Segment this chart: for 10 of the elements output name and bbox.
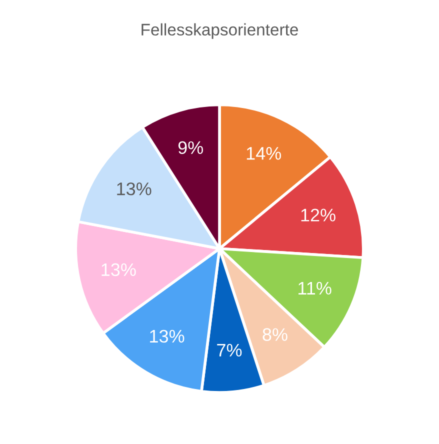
data-label: 9% <box>178 141 204 154</box>
data-label: 13% <box>117 182 152 196</box>
chart-title: Fellesskapsorienterte <box>142 23 298 39</box>
data-label: 14% <box>246 147 282 160</box>
data-label: 8% <box>262 328 288 341</box>
data-label: 7% <box>217 344 242 357</box>
data-label: 13% <box>102 263 136 276</box>
data-label: 11% <box>298 282 332 295</box>
data-label: 12% <box>301 208 336 222</box>
data-label: 13% <box>150 330 184 343</box>
